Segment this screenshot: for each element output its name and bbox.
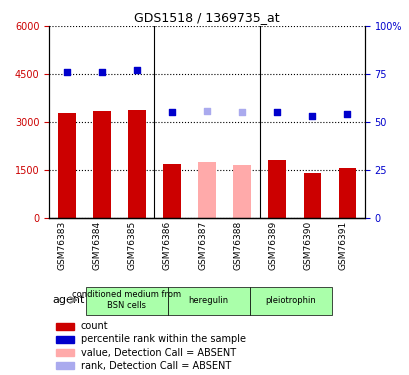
Text: GSM76390: GSM76390	[303, 221, 312, 270]
Text: rank, Detection Call = ABSENT: rank, Detection Call = ABSENT	[81, 361, 230, 371]
Point	[273, 110, 280, 116]
Text: GSM76388: GSM76388	[233, 221, 242, 270]
Text: GSM76383: GSM76383	[58, 221, 67, 270]
Bar	[128, 110, 145, 218]
Bar	[338, 168, 355, 218]
Point	[133, 68, 140, 74]
FancyBboxPatch shape	[167, 287, 249, 315]
Bar	[55, 350, 74, 356]
Bar	[55, 323, 74, 330]
Point	[203, 108, 210, 114]
Title: GDS1518 / 1369735_at: GDS1518 / 1369735_at	[134, 11, 279, 24]
Text: GSM76384: GSM76384	[92, 221, 101, 270]
Text: heregulin: heregulin	[188, 296, 228, 304]
FancyBboxPatch shape	[85, 287, 167, 315]
Text: agent: agent	[52, 295, 85, 305]
Text: GSM76385: GSM76385	[128, 221, 137, 270]
Bar	[268, 160, 285, 218]
Text: GSM76386: GSM76386	[162, 221, 171, 270]
Text: value, Detection Call = ABSENT: value, Detection Call = ABSENT	[81, 348, 235, 358]
Text: conditioned medium from
BSN cells: conditioned medium from BSN cells	[72, 290, 181, 310]
Text: GSM76387: GSM76387	[198, 221, 207, 270]
Bar	[303, 173, 320, 218]
Text: count: count	[81, 321, 108, 332]
Bar	[58, 112, 75, 218]
Point	[168, 110, 175, 116]
Text: pleiotrophin: pleiotrophin	[265, 296, 315, 304]
Point	[308, 113, 315, 119]
Text: GSM76391: GSM76391	[337, 221, 346, 270]
Bar	[198, 162, 215, 218]
Point	[98, 69, 105, 75]
Bar	[55, 336, 74, 343]
Point	[238, 110, 245, 116]
Text: percentile rank within the sample: percentile rank within the sample	[81, 334, 245, 345]
Bar	[163, 164, 180, 218]
FancyBboxPatch shape	[249, 287, 331, 315]
Text: GSM76389: GSM76389	[267, 221, 276, 270]
Bar	[55, 363, 74, 369]
Bar	[233, 165, 250, 218]
Point	[343, 111, 350, 117]
Bar	[93, 111, 110, 218]
Point	[63, 69, 70, 75]
